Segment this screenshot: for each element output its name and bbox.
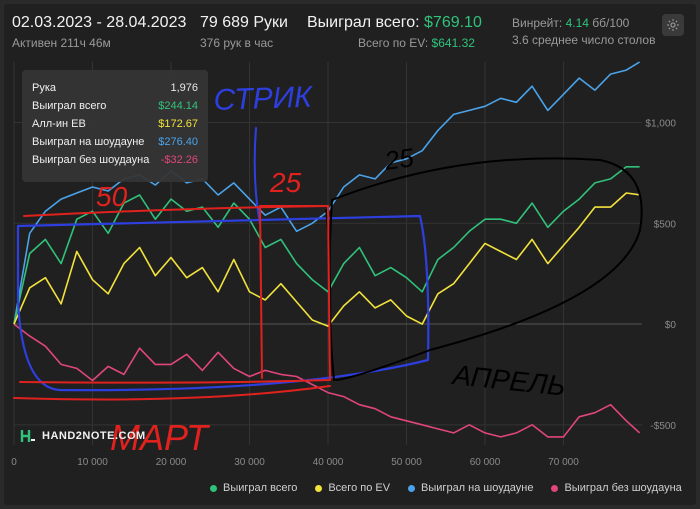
tooltip-label: Выиграл без шоудауна [32, 154, 150, 166]
legend-item[interactable]: Выиграл без шоудауна [551, 482, 682, 494]
winrate-value: 4.14 [565, 16, 589, 30]
winrate-label: Винрейт: [512, 16, 566, 30]
gear-icon [667, 19, 679, 31]
settings-button[interactable] [662, 14, 684, 36]
legend-label: Выиграл всего [223, 482, 298, 494]
series-line [13, 192, 640, 327]
tooltip-label: Алл-ин ЕВ [32, 118, 86, 130]
y-tick-label: $500 [654, 219, 677, 230]
legend-dot [315, 484, 323, 492]
logo-text: HAND2NOTE.COM [42, 430, 146, 442]
legend-item[interactable]: Всего по EV [315, 482, 390, 494]
date-range: 02.03.2023 - 28.04.2023 [12, 14, 187, 31]
tooltip-row: Выиграл на шоудауне $276.40 [32, 136, 198, 154]
y-tick-label: $1,000 [645, 118, 676, 129]
tooltip-row: Выиграл без шоудауна -$32.26 [32, 154, 198, 172]
hand-tooltip: Рука 1,976 Выиграл всего $244.14 Алл-ин … [22, 70, 208, 182]
y-axis-ticks: $1,000 $500 $0 -$500 [645, 118, 676, 431]
hand2note-logo: HAND2NOTE.COM [20, 428, 146, 444]
winrate-unit: бб/100 [588, 16, 630, 30]
legend-dot [551, 484, 559, 492]
legend-item[interactable]: Выиграл на шоудауне [408, 482, 533, 494]
legend-label: Выиграл без шоудауна [564, 482, 682, 494]
x-tick-label: 60 000 [470, 457, 501, 468]
ev-total-label: Всего по EV: [358, 36, 432, 50]
x-tick-label: 0 [11, 457, 17, 468]
annotation-black-25: 25 [382, 142, 416, 176]
black-oval [328, 157, 643, 381]
avg-tables: 3.6 среднее число столов [512, 33, 656, 47]
annotation-april: АПРЕЛЬ [449, 359, 567, 402]
legend-item[interactable]: Выиграл всего [210, 482, 297, 494]
x-axis-ticks: 0 10 000 20 000 30 000 40 000 50 000 60 000 70 … [11, 457, 579, 468]
y-tick-label: $0 [665, 320, 677, 331]
tooltip-row: Выиграл всего $244.14 [32, 100, 198, 118]
annotation-mart: МАРТ [110, 417, 211, 458]
blue-rectangle [16, 214, 430, 392]
annotation-red-25: 25 [269, 167, 302, 198]
legend-label: Всего по EV [328, 482, 391, 494]
tooltip-value: $244.14 [158, 100, 198, 112]
tooltip-value: $172.67 [158, 118, 198, 130]
won-total: Выиграл всего: $769.10 [307, 14, 482, 32]
tooltip-value: $276.40 [158, 136, 198, 148]
x-tick-label: 40 000 [313, 457, 344, 468]
red-bottom-line [13, 385, 331, 401]
tooltip-label: Рука [32, 82, 57, 94]
hands-count: 79 689 Руки [200, 14, 288, 31]
x-tick-label: 50 000 [391, 457, 422, 468]
legend-label: Выиграл на шоудауне [421, 482, 534, 494]
x-tick-label: 10 000 [77, 457, 108, 468]
tooltip-row: Рука 1,976 [32, 82, 198, 100]
hands-per-hour: 376 рук в час [200, 36, 274, 50]
hand2note-logo-icon [20, 430, 35, 442]
blue-divider [253, 127, 261, 225]
tooltip-row: Алл-ин ЕВ $172.67 [32, 118, 198, 136]
ev-total-value: $641.32 [431, 36, 475, 50]
active-time: Активен 211ч 46м [12, 36, 111, 50]
x-tick-label: 30 000 [234, 457, 265, 468]
won-total-label: Выиграл всего: [307, 14, 425, 31]
ev-total: Всего по EV: $641.32 [358, 36, 475, 50]
x-tick-label: 20 000 [156, 457, 187, 468]
tooltip-label: Выиграл всего [32, 100, 107, 112]
tooltip-value: -$32.26 [160, 154, 198, 166]
series-line [13, 323, 641, 438]
red-top-line [23, 205, 329, 217]
winrate: Винрейт: 4.14 бб/100 [512, 16, 629, 30]
y-tick-label: -$500 [650, 421, 676, 432]
chart-legend: Выиграл всего Всего по EV Выиграл на шоу… [210, 482, 682, 494]
x-tick-label: 70 000 [548, 457, 579, 468]
annotation-strik: СТРИК [213, 81, 315, 117]
annotation-red-50: 50 [96, 181, 128, 212]
tooltip-label: Выиграл на шоудауне [32, 136, 145, 148]
legend-dot [408, 484, 416, 492]
chart-series [13, 61, 641, 438]
legend-dot [210, 484, 217, 492]
won-total-value: $769.10 [424, 14, 482, 31]
tooltip-value: 1,976 [170, 82, 198, 94]
red-rect [19, 205, 331, 384]
